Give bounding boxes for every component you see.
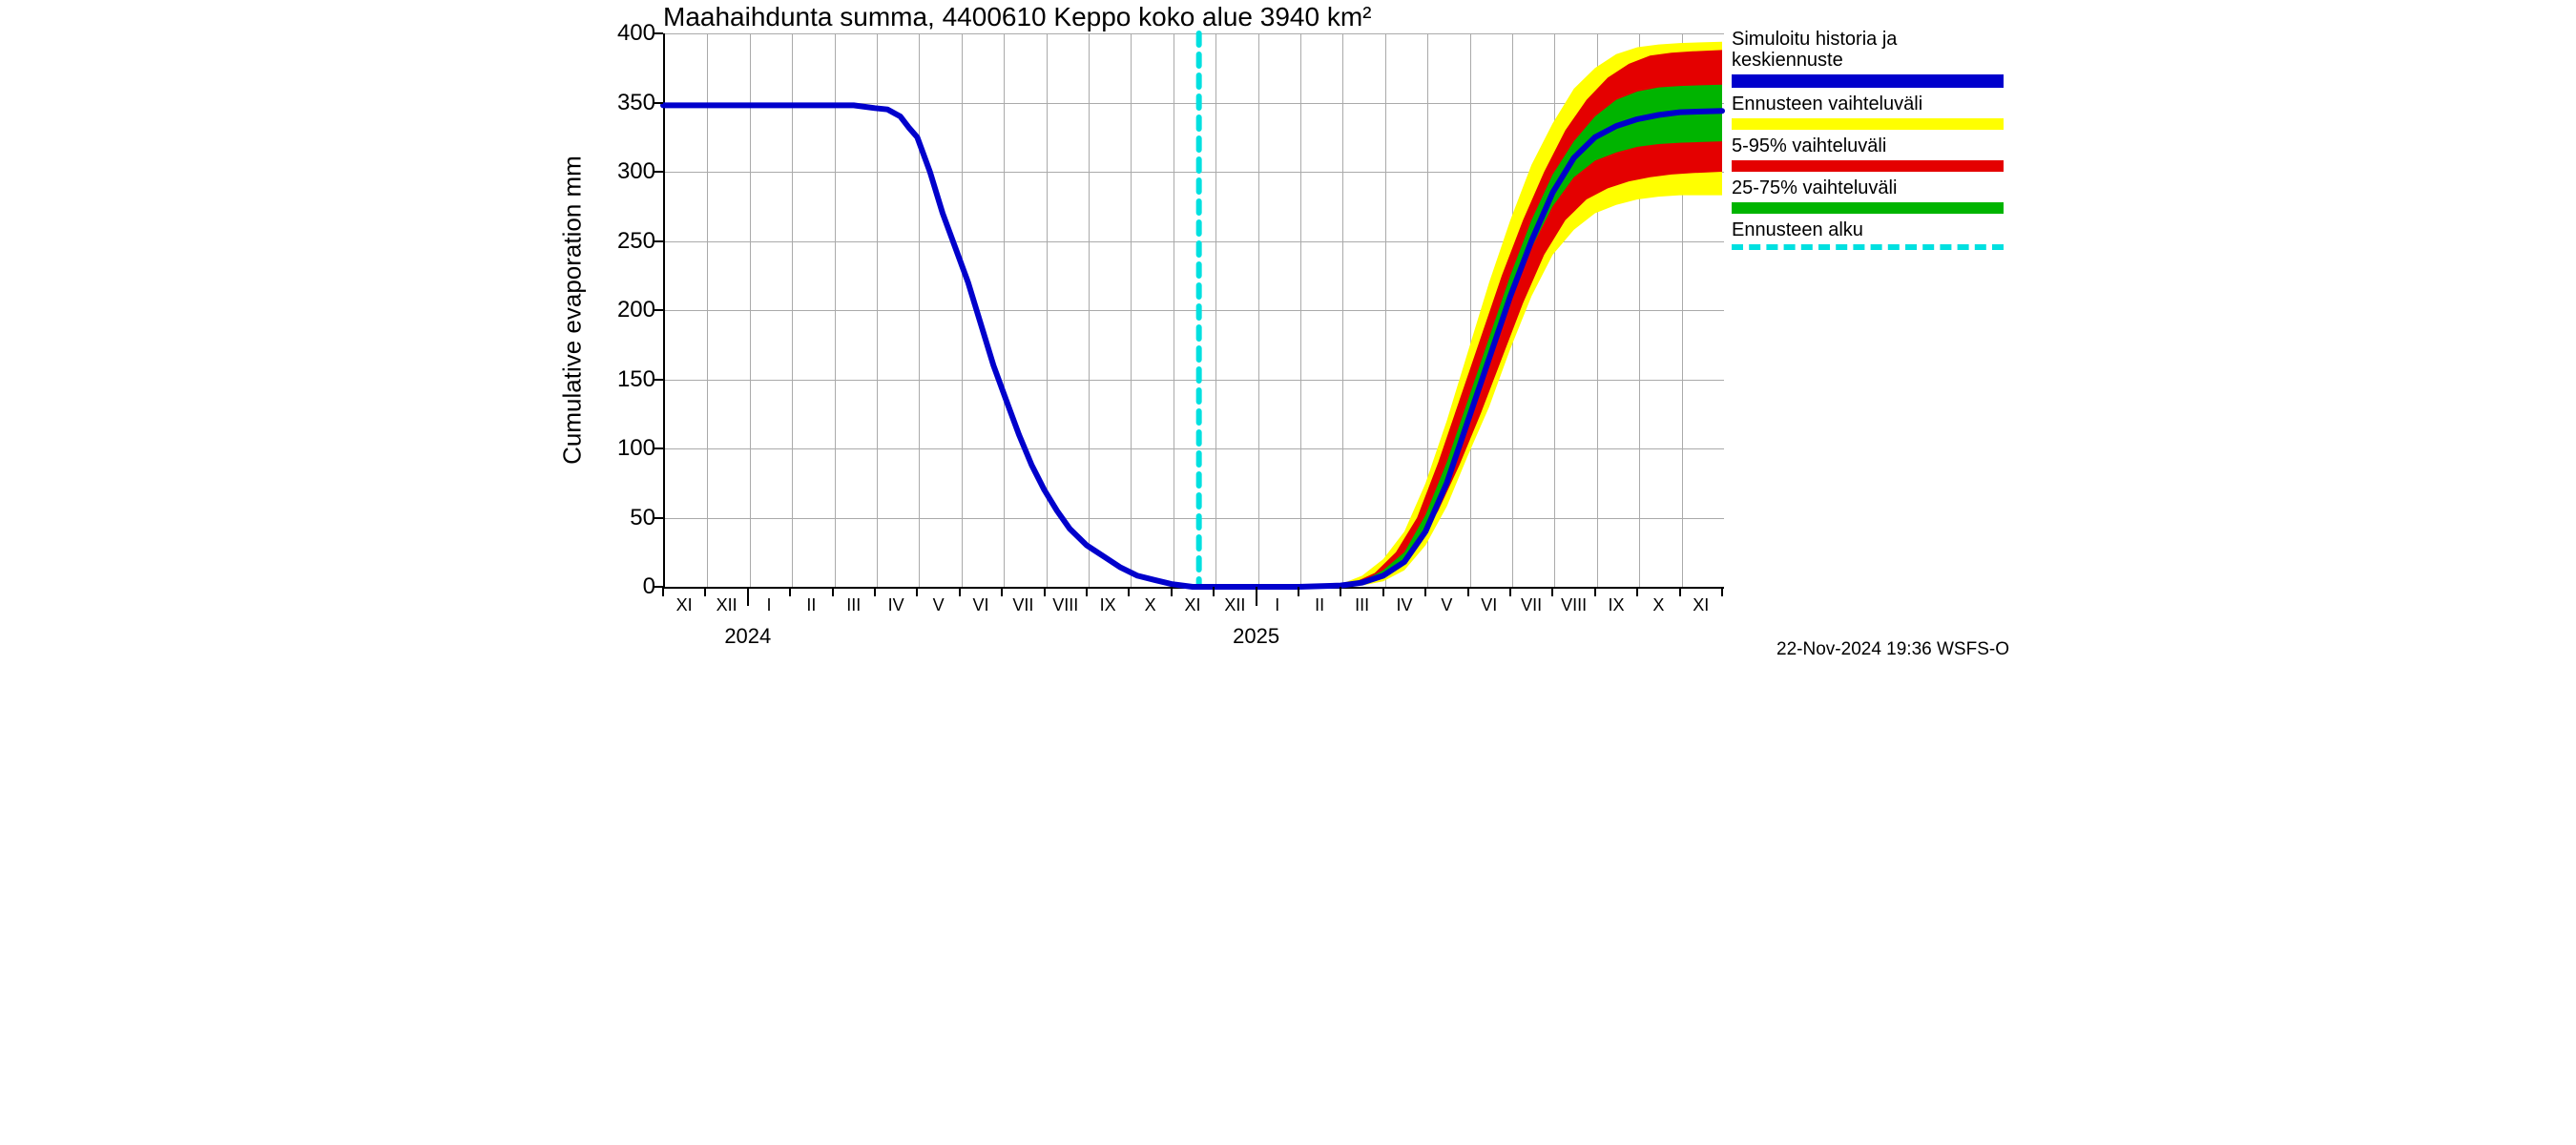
x-tick-label: XI bbox=[1693, 595, 1709, 615]
legend-label: 5-95% vaihteluväli bbox=[1732, 135, 2004, 156]
x-tick-mark bbox=[1001, 587, 1003, 596]
x-tick-label: XII bbox=[1224, 595, 1245, 615]
x-tick-mark bbox=[1128, 587, 1130, 596]
x-tick-label: X bbox=[1145, 595, 1156, 615]
y-tick-label: 200 bbox=[570, 297, 655, 323]
x-tick-label: IX bbox=[1608, 595, 1624, 615]
legend-label: Ennusteen alku bbox=[1732, 219, 2004, 240]
x-tick-mark bbox=[789, 587, 791, 596]
x-tick-mark bbox=[874, 587, 876, 596]
legend-swatch bbox=[1732, 244, 2004, 250]
y-tick-label: 50 bbox=[570, 505, 655, 531]
x-tick-label: VII bbox=[1521, 595, 1542, 615]
y-tick-label: 150 bbox=[570, 366, 655, 393]
x-tick-label: I bbox=[1275, 595, 1279, 615]
x-tick-mark bbox=[1594, 587, 1596, 596]
legend-item: 25-75% vaihteluväli bbox=[1732, 177, 2004, 214]
x-tick-label: I bbox=[766, 595, 771, 615]
x-tick-mark bbox=[1551, 587, 1553, 596]
x-tick-label: III bbox=[846, 595, 861, 615]
y-tick-mark bbox=[654, 309, 663, 311]
y-tick-mark bbox=[654, 102, 663, 104]
chart-container: Maahaihdunta summa, 4400610 Keppo koko a… bbox=[563, 0, 2013, 668]
legend-item: 5-95% vaihteluväli bbox=[1732, 135, 2004, 172]
x-tick-label: IV bbox=[888, 595, 904, 615]
y-tick-mark bbox=[654, 517, 663, 519]
y-tick-label: 0 bbox=[570, 573, 655, 600]
x-tick-label: VIII bbox=[1052, 595, 1078, 615]
x-tick-label: IV bbox=[1396, 595, 1412, 615]
median-line bbox=[663, 105, 1722, 587]
x-tick-mark bbox=[1044, 587, 1046, 596]
x-tick-label: III bbox=[1355, 595, 1369, 615]
x-tick-label: XII bbox=[717, 595, 737, 615]
x-tick-mark bbox=[1721, 587, 1723, 596]
x-tick-mark bbox=[1636, 587, 1638, 596]
x-tick-label: VI bbox=[1481, 595, 1497, 615]
y-tick-mark bbox=[654, 171, 663, 173]
x-tick-mark bbox=[832, 587, 834, 596]
y-tick-label: 100 bbox=[570, 435, 655, 462]
legend-item: Simuloitu historia ja keskiennuste bbox=[1732, 29, 2004, 88]
x-tick-mark bbox=[959, 587, 961, 596]
legend-label: 25-75% vaihteluväli bbox=[1732, 177, 2004, 198]
legend-swatch bbox=[1732, 74, 2004, 88]
y-tick-label: 300 bbox=[570, 158, 655, 185]
x-tick-mark bbox=[1382, 587, 1384, 596]
x-tick-label: IX bbox=[1100, 595, 1116, 615]
x-tick-label: VII bbox=[1012, 595, 1033, 615]
x-year-label: 2025 bbox=[1233, 624, 1279, 649]
y-tick-mark bbox=[654, 32, 663, 34]
x-tick-mark bbox=[1424, 587, 1426, 596]
legend-swatch bbox=[1732, 202, 2004, 214]
x-tick-label: VIII bbox=[1561, 595, 1587, 615]
x-tick-label: V bbox=[1441, 595, 1452, 615]
x-tick-label: V bbox=[933, 595, 945, 615]
x-tick-label: XI bbox=[676, 595, 693, 615]
x-tick-mark bbox=[1340, 587, 1341, 596]
y-tick-label: 250 bbox=[570, 228, 655, 255]
x-tick-mark bbox=[1509, 587, 1511, 596]
x-tick-mark bbox=[1679, 587, 1681, 596]
legend-item: Ennusteen vaihteluväli bbox=[1732, 94, 2004, 130]
x-tick-mark bbox=[1171, 587, 1173, 596]
x-tick-label: X bbox=[1652, 595, 1664, 615]
x-tick-label: XI bbox=[1184, 595, 1200, 615]
x-tick-mark bbox=[1086, 587, 1088, 596]
x-tick-mark bbox=[1467, 587, 1469, 596]
legend-swatch bbox=[1732, 160, 2004, 172]
y-tick-mark bbox=[654, 379, 663, 381]
y-tick-mark bbox=[654, 448, 663, 449]
x-tick-mark bbox=[1298, 587, 1299, 596]
x-tick-label: II bbox=[1315, 595, 1324, 615]
y-tick-label: 400 bbox=[570, 20, 655, 47]
x-tick-mark bbox=[704, 587, 706, 596]
x-tick-mark bbox=[662, 587, 664, 596]
x-tick-label: II bbox=[806, 595, 816, 615]
x-tick-label: VI bbox=[972, 595, 988, 615]
x-tick-mark bbox=[1213, 587, 1215, 596]
legend-item: Ennusteen alku bbox=[1732, 219, 2004, 250]
x-tick-mark bbox=[916, 587, 918, 596]
legend-label: Simuloitu historia ja keskiennuste bbox=[1732, 29, 2004, 71]
y-tick-label: 350 bbox=[570, 90, 655, 116]
x-year-tick bbox=[747, 587, 749, 606]
legend-swatch bbox=[1732, 118, 2004, 130]
x-year-label: 2024 bbox=[724, 624, 771, 649]
timestamp: 22-Nov-2024 19:36 WSFS-O bbox=[1776, 639, 2009, 660]
legend-label: Ennusteen vaihteluväli bbox=[1732, 94, 2004, 114]
legend: Simuloitu historia ja keskiennuste Ennust… bbox=[1732, 29, 2004, 256]
x-year-tick bbox=[1256, 587, 1257, 606]
y-tick-mark bbox=[654, 240, 663, 242]
